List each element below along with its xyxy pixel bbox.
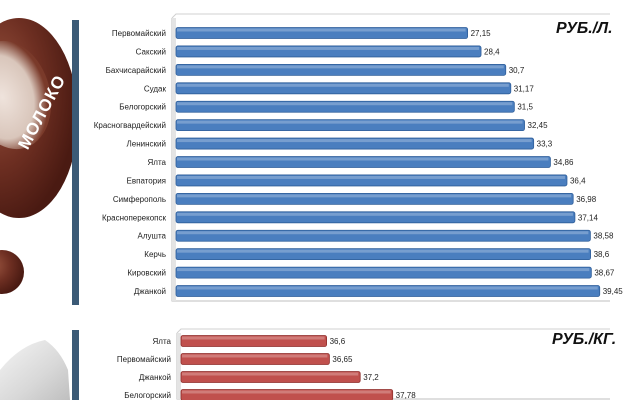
bar-highlight [177,102,513,106]
category-label: Сакский [136,47,166,56]
bar-highlight [177,65,504,69]
bar [175,174,568,187]
milk-jug-mouth [0,40,52,150]
decor-images [0,18,78,400]
bar-highlight [177,175,565,179]
category-label: Красноперекопск [102,213,166,222]
sack-image [0,340,70,400]
side-accent-bar-2 [72,330,79,400]
bar [175,266,592,279]
value-label: 31,5 [517,103,533,112]
category-label: Джанкой [134,287,166,296]
value-label: 36,65 [332,355,353,364]
value-label: 38,58 [593,232,614,241]
bar [175,211,576,224]
bar-highlight [177,194,572,198]
value-label: 28,4 [484,47,500,56]
bar [180,353,330,365]
bar-highlight [177,46,480,50]
bar [175,82,512,95]
category-label: Симферополь [113,195,166,204]
unit-label-milk: РУБ./Л. [556,20,613,37]
chart-axis-wall-1 [177,333,181,399]
category-label: Керчь [144,250,166,259]
bar [175,229,591,242]
value-label: 34,86 [553,158,574,167]
category-label: Кировский [127,269,166,278]
bar [175,100,515,113]
bar [175,137,535,150]
bar [180,335,328,347]
value-label: 27,15 [471,29,492,38]
value-label: 36,4 [570,176,586,185]
bar-highlight [177,120,523,124]
value-label: 37,78 [396,391,417,400]
value-label: 30,7 [509,66,525,75]
bar-highlight [177,28,466,32]
bar-highlight [177,212,573,216]
category-label: Белогорский [124,391,171,400]
category-label: Ленинский [127,140,166,149]
value-label: 31,17 [514,84,535,93]
bar [175,27,469,39]
bar [175,248,591,261]
bar-highlight [177,249,589,253]
bar-highlight [177,157,549,161]
bar-highlight [177,231,589,235]
category-label: Ялта [153,337,172,346]
chart-frame-top-1 [176,328,610,334]
bar-highlight [177,139,532,143]
value-label: 38,6 [594,250,610,259]
bar [175,45,482,58]
milk-jug-image-2 [0,250,24,294]
value-label: 36,6 [330,337,346,346]
category-label: Джанкой [139,373,171,382]
category-label: Первомайский [117,355,171,364]
bar-highlight [177,268,590,272]
category-label: Красногвардейский [94,121,166,130]
value-label: 32,45 [528,121,549,130]
value-label: 38,67 [594,269,615,278]
category-label: Первомайский [112,29,166,38]
bar-highlight [177,83,509,87]
value-label: 33,3 [537,140,553,149]
side-accent-bar-1 [72,20,79,305]
category-label: Бахчисарайский [106,66,166,75]
bar [180,389,394,400]
category-label: Судак [144,84,167,93]
unit-label-second: РУБ./КГ. [552,331,617,348]
bar-highlight [182,372,359,376]
category-label: Белогорский [119,103,166,112]
value-label: 37,14 [578,213,599,222]
value-label: 37,2 [363,373,379,382]
value-label: 36,98 [576,195,597,204]
bar-highlight [182,336,325,340]
bar [180,371,361,383]
chart-frame-top-0 [171,13,610,19]
chart-axis-wall-0 [172,18,176,301]
bar-highlight [182,390,391,394]
bar [175,192,574,205]
bar [175,63,507,76]
bar [175,285,601,297]
bar-highlight [182,354,328,358]
bar-highlight [177,286,598,290]
category-label: Ялта [148,158,167,167]
value-label: 39,45 [603,287,624,296]
bar [175,156,551,168]
bar [175,119,525,132]
category-label: Алушта [138,232,167,241]
category-label: Евпатория [127,176,166,185]
